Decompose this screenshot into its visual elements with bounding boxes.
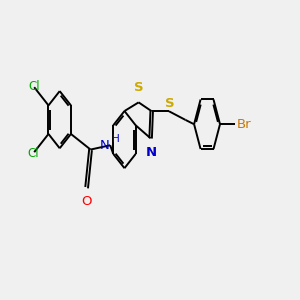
Text: S: S [164,97,174,110]
Text: O: O [81,195,92,208]
Text: Cl: Cl [28,146,39,160]
Text: S: S [134,81,143,94]
Text: N: N [146,146,158,159]
Text: Br: Br [236,118,251,131]
Text: Cl: Cl [28,80,40,93]
Text: H: H [112,134,119,144]
Text: N: N [100,139,110,152]
